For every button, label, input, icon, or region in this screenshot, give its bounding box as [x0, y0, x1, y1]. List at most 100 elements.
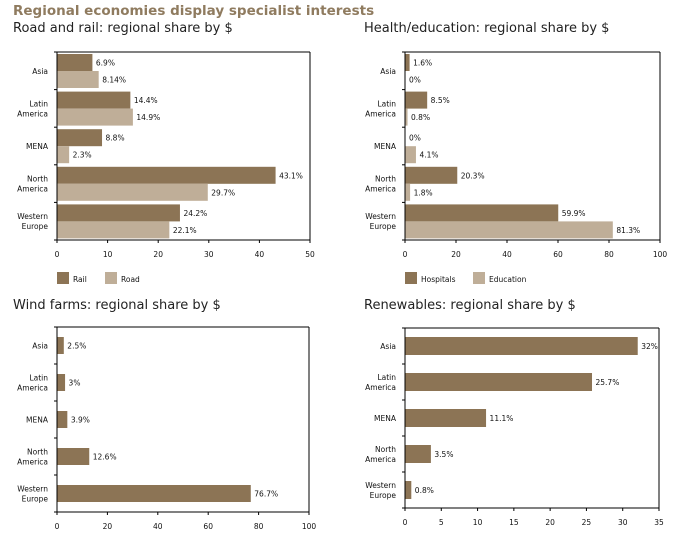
data-label: 76.7% — [254, 490, 278, 499]
category-label: Asia — [380, 67, 396, 76]
category-label: MENA — [374, 142, 397, 151]
data-label: 8.5% — [431, 96, 450, 105]
category-label: Europe — [370, 491, 397, 500]
legend-label: Road — [121, 275, 140, 284]
category-label: Europe — [22, 222, 49, 231]
x-tick-label: 80 — [254, 522, 264, 531]
category-label: North — [375, 175, 396, 184]
category-label: Latin — [377, 373, 396, 382]
category-label: America — [365, 109, 396, 118]
category-label: North — [27, 175, 48, 184]
data-label: 3.5% — [434, 450, 453, 459]
x-tick-label: 40 — [255, 250, 265, 259]
data-label: 11.1% — [490, 414, 514, 423]
x-tick-label: 30 — [618, 518, 628, 527]
data-label: 3.9% — [71, 416, 90, 425]
category-label: America — [365, 185, 396, 194]
category-label: Western — [365, 481, 396, 490]
bar — [57, 337, 64, 354]
x-tick-label: 20 — [545, 518, 555, 527]
category-label: Latin — [29, 99, 48, 108]
legend-swatch — [105, 272, 117, 284]
data-label: 59.9% — [562, 209, 586, 218]
chart-title-health-education: Health/education: regional share by $ — [364, 21, 610, 36]
bar — [57, 374, 66, 391]
bar — [57, 91, 131, 109]
category-label: America — [17, 458, 48, 467]
category-label: America — [17, 384, 48, 393]
bar — [57, 71, 99, 88]
bar — [57, 448, 90, 465]
bar — [57, 54, 93, 71]
data-label: 3% — [69, 379, 81, 388]
category-label: America — [17, 109, 48, 118]
data-label: 22.1% — [173, 226, 197, 235]
category-label: North — [375, 445, 396, 454]
bar — [57, 411, 68, 428]
bar — [405, 337, 638, 355]
legend-label: Education — [489, 275, 527, 284]
x-tick-label: 100 — [302, 522, 317, 531]
category-label: Asia — [32, 67, 48, 76]
category-label: Western — [365, 212, 396, 221]
data-label: 4.1% — [419, 151, 438, 160]
bar — [405, 445, 431, 463]
x-tick-label: 50 — [305, 250, 315, 259]
bar — [57, 108, 133, 126]
bar — [405, 108, 408, 126]
data-label: 0.8% — [415, 486, 434, 495]
bar — [405, 373, 593, 391]
chart-title-renewables: Renewables: regional share by $ — [364, 298, 576, 313]
data-label: 6.9% — [96, 59, 115, 68]
category-label: MENA — [26, 142, 49, 151]
x-tick-label: 80 — [604, 250, 614, 259]
data-label: 29.7% — [211, 188, 235, 197]
x-tick-label: 25 — [582, 518, 592, 527]
legend-label: Rail — [73, 275, 87, 284]
category-label: Latin — [377, 99, 396, 108]
category-label: MENA — [26, 416, 49, 425]
data-label: 81.3% — [616, 226, 640, 235]
legend-swatch — [405, 272, 417, 284]
figure-title: Regional economies display specialist in… — [13, 3, 375, 19]
legend-swatch — [473, 272, 485, 284]
data-label: 0% — [409, 76, 421, 85]
bar — [57, 183, 208, 201]
x-tick-label: 15 — [509, 518, 519, 527]
x-tick-label: 0 — [55, 250, 60, 259]
bar — [57, 221, 170, 239]
data-label: 2.5% — [67, 342, 86, 351]
bar — [405, 481, 412, 499]
category-label: America — [365, 383, 396, 392]
data-label: 24.2% — [183, 209, 207, 218]
bar — [405, 146, 416, 164]
category-label: Western — [17, 485, 48, 494]
data-label: 0.8% — [411, 113, 430, 122]
data-label: 43.1% — [279, 171, 303, 180]
x-tick-label: 0 — [403, 518, 408, 527]
x-tick-label: 40 — [153, 522, 163, 531]
bar — [57, 485, 251, 502]
data-label: 12.6% — [93, 453, 117, 462]
legend-label: Hospitals — [421, 275, 456, 284]
category-label: America — [365, 455, 396, 464]
bar — [405, 91, 428, 109]
x-tick-label: 30 — [204, 250, 214, 259]
data-label: 0% — [409, 134, 421, 143]
x-tick-label: 60 — [553, 250, 563, 259]
data-label: 2.3% — [73, 151, 92, 160]
bar — [405, 409, 487, 427]
x-tick-label: 5 — [439, 518, 444, 527]
category-label: Latin — [29, 374, 48, 383]
x-tick-label: 20 — [451, 250, 461, 259]
chart-title-road-rail: Road and rail: regional share by $ — [13, 21, 233, 36]
category-label: Western — [17, 212, 48, 221]
category-label: MENA — [374, 414, 397, 423]
bar — [405, 204, 559, 222]
data-label: 8.14% — [102, 76, 126, 85]
category-label: America — [17, 185, 48, 194]
legend-swatch — [57, 272, 69, 284]
